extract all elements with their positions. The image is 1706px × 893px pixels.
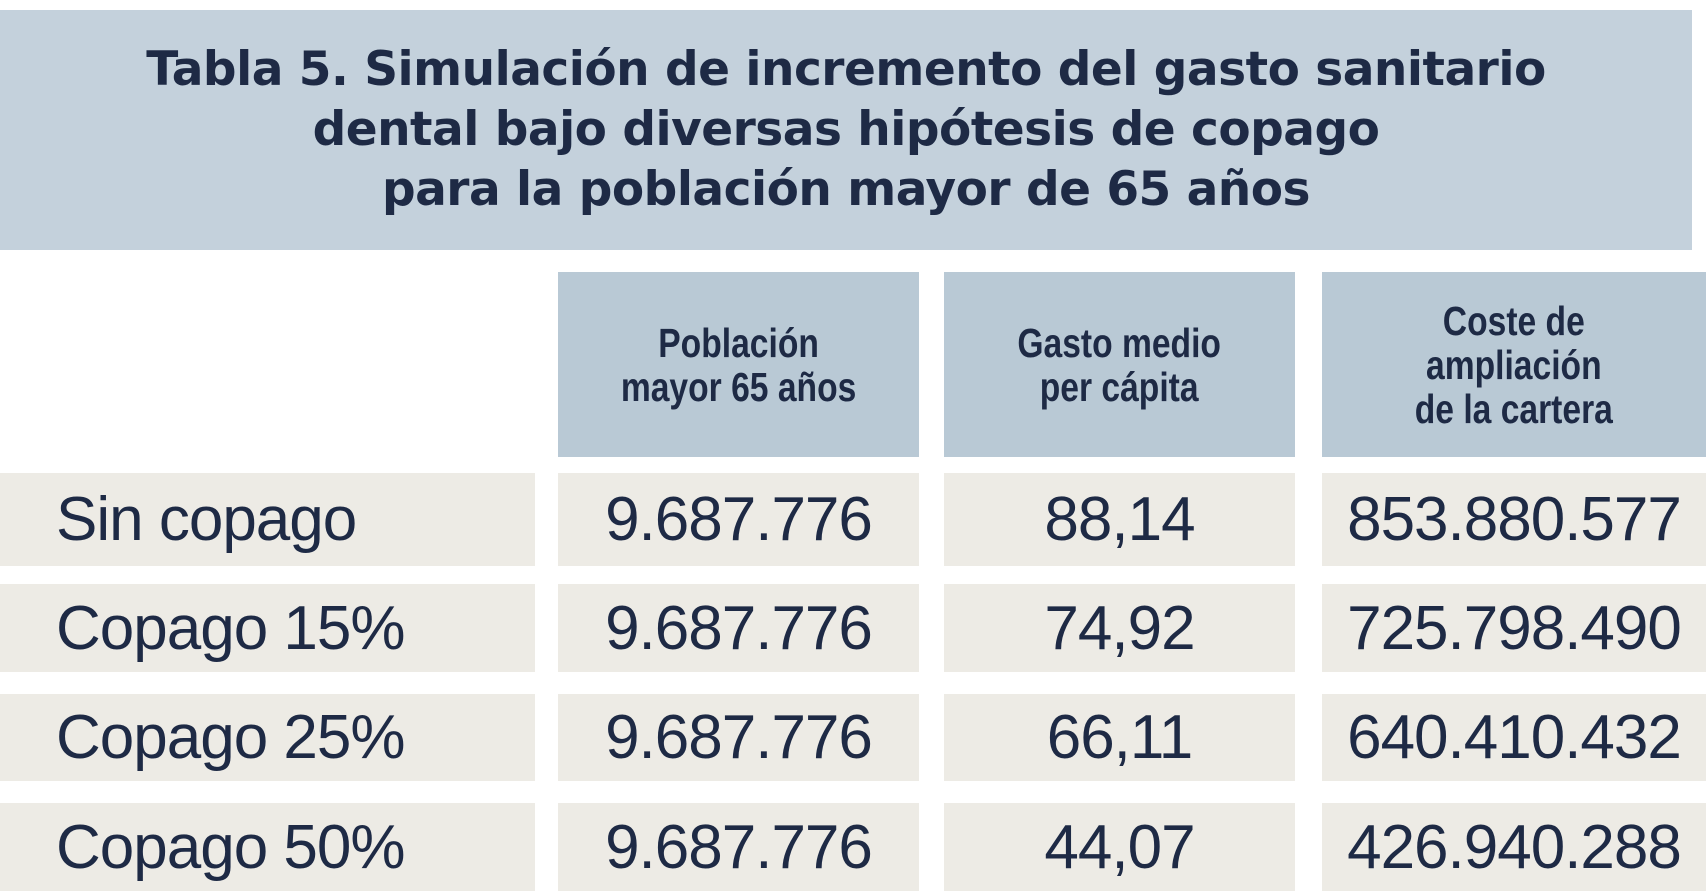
cell-poblacion: 9.687.776 bbox=[558, 584, 919, 672]
cell-poblacion: 9.687.776 bbox=[558, 694, 919, 781]
table-title: Tabla 5. Simulación de incremento del ga… bbox=[0, 10, 1692, 250]
cell-coste: 426.940.288 bbox=[1322, 803, 1706, 891]
header-gasto: Gasto medio per cápita bbox=[944, 272, 1295, 457]
cell-gasto: 44,07 bbox=[944, 803, 1295, 891]
cell-poblacion: 9.687.776 bbox=[558, 473, 919, 566]
cell-gasto: 74,92 bbox=[944, 584, 1295, 672]
row-label: Sin copago bbox=[0, 473, 535, 566]
title-line-3: para la población mayor de 65 años bbox=[381, 162, 1311, 217]
cell-gasto: 88,14 bbox=[944, 473, 1295, 566]
header-label: Coste de ampliación de la cartera bbox=[1414, 297, 1614, 432]
header-label: Población mayor 65 años bbox=[620, 319, 857, 410]
title-line-1: Tabla 5. Simulación de incremento del ga… bbox=[146, 42, 1546, 97]
cell-coste: 853.880.577 bbox=[1322, 473, 1706, 566]
title-line-2: dental bajo diversas hipótesis de copago bbox=[312, 102, 1380, 157]
cell-coste: 725.798.490 bbox=[1322, 584, 1706, 672]
row-label: Copago 25% bbox=[0, 694, 535, 781]
header-coste: Coste de ampliación de la cartera bbox=[1322, 272, 1706, 457]
cell-gasto: 66,11 bbox=[944, 694, 1295, 781]
cell-coste: 640.410.432 bbox=[1322, 694, 1706, 781]
row-label: Copago 50% bbox=[0, 803, 535, 891]
header-poblacion: Población mayor 65 años bbox=[558, 272, 919, 457]
row-label: Copago 15% bbox=[0, 584, 535, 672]
cell-poblacion: 9.687.776 bbox=[558, 803, 919, 891]
header-label: Gasto medio per cápita bbox=[1017, 319, 1222, 410]
